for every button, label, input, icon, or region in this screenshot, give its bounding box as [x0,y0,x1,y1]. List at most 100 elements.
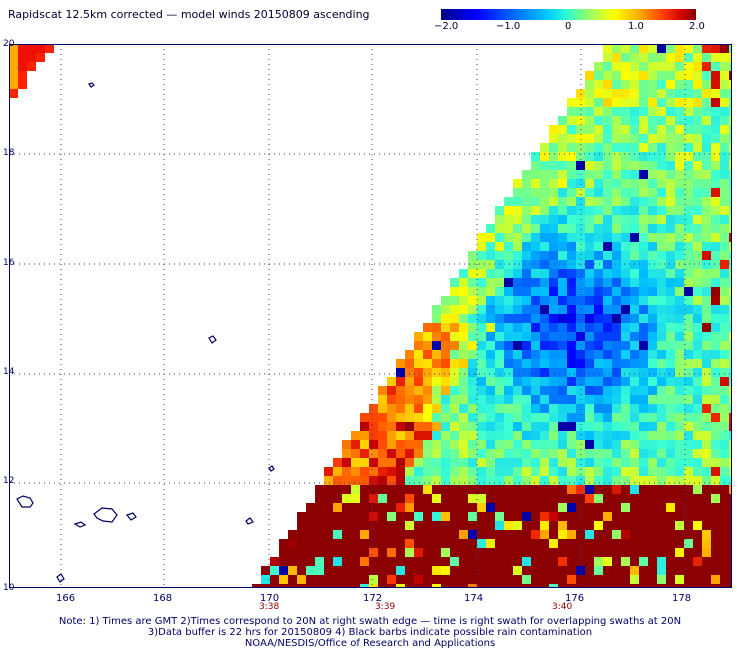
wind-cell [621,134,630,143]
wind-cell [567,287,576,296]
wind-cell [648,530,657,539]
wind-cell [711,323,720,332]
wind-cell [612,449,621,458]
wind-cell [621,224,630,233]
wind-cell [648,413,657,422]
wind-cell [567,116,576,125]
wind-cell [423,548,432,557]
wind-cell [639,467,648,476]
colorbar [441,9,696,20]
wind-cell [504,413,513,422]
wind-cell [297,539,306,548]
wind-cell [558,503,567,512]
wind-cell [369,467,378,476]
wind-cells [9,44,732,588]
wind-cell [387,467,396,476]
wind-cell [522,530,531,539]
wind-cell [612,512,621,521]
wind-cell [423,413,432,422]
wind-cell [549,467,558,476]
wind-cell [630,557,639,566]
wind-cell [558,404,567,413]
wind-cell [621,116,630,125]
wind-cell [666,134,675,143]
wind-cell [504,548,513,557]
wind-cell [594,116,603,125]
wind-cell [360,476,369,485]
wind-cell [396,584,405,588]
wind-cell [585,467,594,476]
wind-cell [675,431,684,440]
wind-cell [702,440,711,449]
wind-cell [342,458,351,467]
wind-cell [441,440,450,449]
colorbar-label-neg1: −1.0 [496,21,521,32]
wind-cell [657,458,666,467]
wind-cell [513,251,522,260]
wind-cell [675,332,684,341]
wind-cell [441,305,450,314]
wind-cell [666,521,675,530]
wind-cell [414,350,423,359]
wind-cell [576,413,585,422]
wind-cell [702,530,711,539]
wind-cell [729,161,732,170]
wind-cell [729,548,732,557]
wind-cell [594,188,603,197]
wind-cell [360,431,369,440]
wind-cell [522,287,531,296]
wind-cell [9,80,18,89]
wind-cell [603,170,612,179]
wind-cell [630,89,639,98]
wind-cell [450,404,459,413]
wind-cell [702,80,711,89]
wind-cell [558,116,567,125]
wind-cell [657,485,666,494]
wind-cell [630,494,639,503]
wind-cell [666,224,675,233]
wind-cell [693,314,702,323]
wind-cell [603,188,612,197]
wind-cell [594,512,603,521]
wind-cell [648,584,657,588]
wind-cell [693,404,702,413]
wind-cell [693,323,702,332]
wind-cell [468,503,477,512]
wind-cell [648,224,657,233]
wind-cell [531,215,540,224]
wind-cell [711,566,720,575]
wind-cell [450,395,459,404]
lat-label-12: 12 [3,476,15,486]
wind-cell [459,503,468,512]
wind-cell [558,512,567,521]
wind-cell [486,395,495,404]
wind-cell [540,314,549,323]
wind-cell [531,530,540,539]
wind-cell [612,134,621,143]
wind-cell [702,305,711,314]
wind-cell [693,476,702,485]
wind-cell [432,395,441,404]
wind-cell [684,431,693,440]
wind-cell [693,179,702,188]
wind-cell [621,449,630,458]
wind-cell [540,233,549,242]
wind-cell [711,161,720,170]
wind-cell [702,548,711,557]
wind-cell [711,368,720,377]
wind-cell [576,557,585,566]
wind-cell [585,539,594,548]
wind-cell [522,341,531,350]
wind-cell [612,206,621,215]
wind-cell [342,539,351,548]
wind-cell [657,224,666,233]
wind-cell [621,260,630,269]
wind-cell [297,584,306,588]
wind-cell [459,395,468,404]
wind-cell [513,188,522,197]
wind-cell [576,179,585,188]
wind-cell [567,440,576,449]
wind-cell [693,341,702,350]
wind-cell [711,575,720,584]
wind-cell [432,404,441,413]
